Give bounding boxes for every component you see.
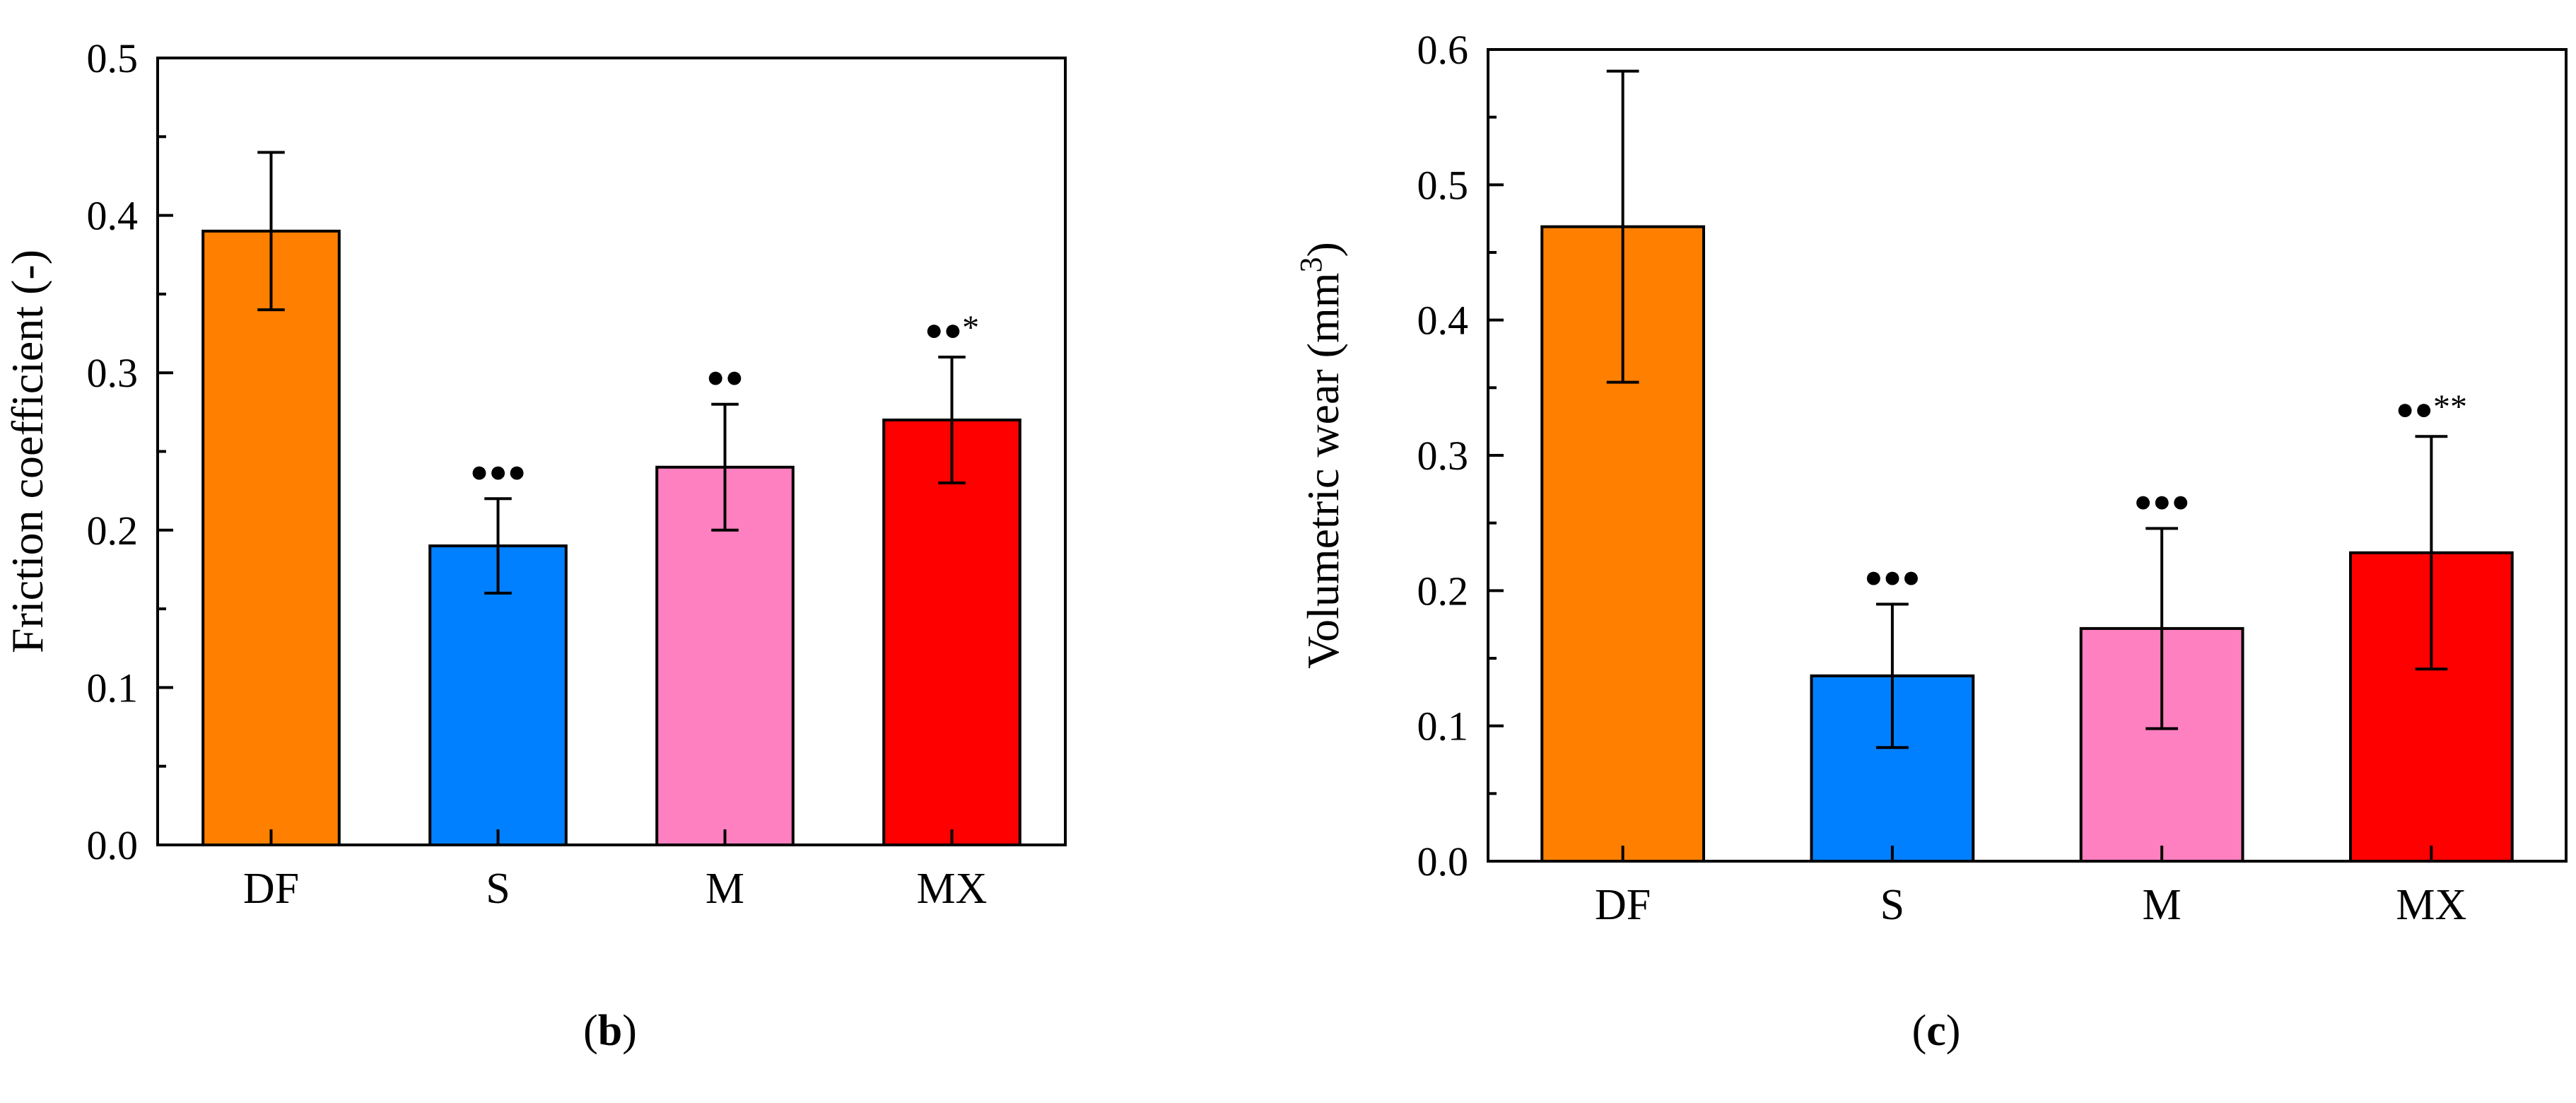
significance-dots: ●●●: [470, 454, 527, 489]
x-tick-label-m: M: [2143, 881, 2182, 929]
x-tick-label-m: M: [706, 865, 744, 913]
plot-frame: [1487, 48, 2568, 863]
y-tick-label: 0.4: [87, 193, 139, 239]
y-tick-label: 0.3: [87, 350, 139, 396]
significance-dots: ●●●: [1864, 559, 1921, 594]
y-tick-label: 0.3: [1417, 433, 1469, 479]
y-tick-label: 0.0: [87, 822, 139, 868]
y-tick-label: 0.5: [1417, 162, 1469, 208]
bar-s: [428, 544, 568, 846]
y-axis-label: Volumetric wear (mm3): [1294, 242, 1348, 669]
y-tick-label: 0.6: [1417, 27, 1469, 73]
x-tick-label-df: DF: [1595, 881, 1651, 929]
y-tick-label: 0.2: [87, 508, 139, 554]
significance-stars: **: [2433, 388, 2467, 426]
x-tick-label-mx: MX: [2396, 881, 2466, 929]
significance-dots: ●●●: [2133, 484, 2190, 518]
panel-b-friction-chart: DF●●●S●●M●●*MX0.00.10.20.30.40.5Friction…: [2, 35, 1067, 913]
significance-marker-s: ●●●: [470, 454, 527, 489]
y-tick-label: 0.1: [87, 665, 139, 711]
y-tick-label: 0.4: [1417, 298, 1469, 344]
significance-marker-s: ●●●: [1864, 559, 1921, 594]
y-axis-label-superscript: 3: [1294, 257, 1328, 272]
caption-c: (c): [1912, 1007, 1961, 1055]
significance-dots: ●●: [706, 360, 744, 395]
plot-frame: [156, 57, 1067, 846]
caption-b: (b): [583, 1007, 637, 1055]
y-tick-label: 0.1: [1417, 704, 1469, 749]
y-axis-label: Friction coefficient (-): [2, 250, 52, 653]
significance-dots: ●●: [2396, 392, 2433, 426]
significance-marker-m: ●●: [706, 360, 744, 395]
y-tick-label: 0.0: [1417, 839, 1469, 885]
y-tick-label: 0.2: [1417, 568, 1469, 614]
significance-marker-mx: ●●*: [925, 309, 979, 347]
caption-b-letter: b: [598, 1007, 622, 1055]
caption-b-close: ): [622, 1007, 637, 1055]
y-tick-label: 0.5: [87, 35, 139, 81]
y-axis-label-text: Friction coefficient (-): [2, 250, 52, 653]
x-tick-label-s: S: [486, 865, 510, 913]
bar-df: [201, 229, 341, 846]
significance-dots: ●●: [925, 313, 962, 347]
significance-marker-m: ●●●: [2133, 484, 2190, 518]
x-tick-label-df: DF: [243, 865, 299, 913]
y-axis-label-text: Volumetric wear (mm: [1298, 272, 1348, 668]
caption-c-open: (: [1912, 1007, 1927, 1055]
significance-stars: *: [962, 309, 979, 346]
y-axis-label-suffix: ): [1298, 242, 1348, 257]
caption-c-letter: c: [1926, 1007, 1946, 1055]
panel-c-wear-chart: DF ●●● S ●●● M ●●** MX 0.0 0.1 0.2 0.3 0.4 0.5 0.6 Vol…: [1294, 27, 2568, 929]
caption-c-close: ): [1946, 1007, 1961, 1055]
caption-b-open: (: [583, 1007, 598, 1055]
significance-marker-mx: ●●**: [2396, 388, 2467, 426]
x-tick-label-s: S: [1880, 881, 1904, 929]
x-tick-label-mx: MX: [917, 865, 988, 913]
